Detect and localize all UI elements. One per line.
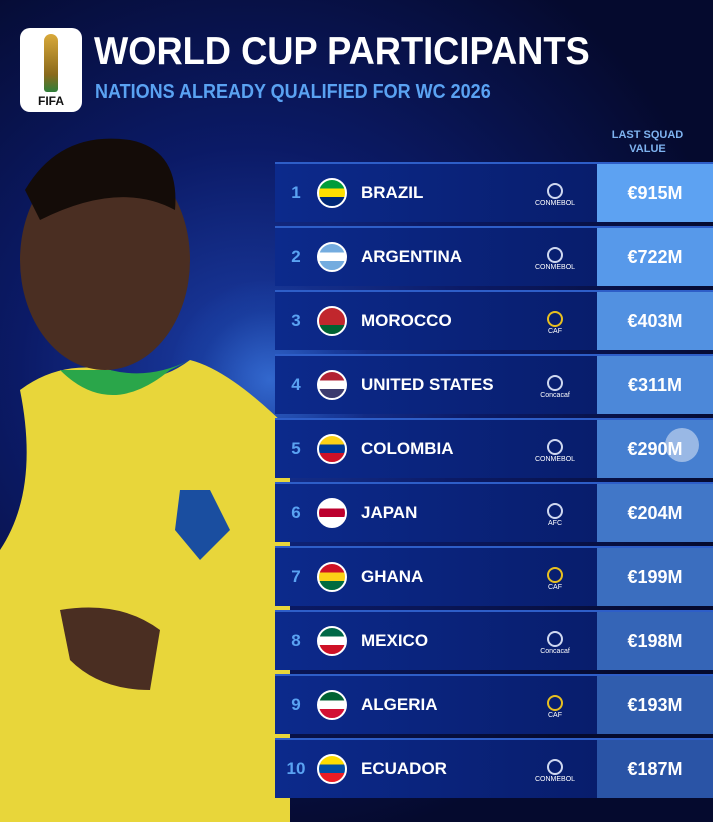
flag-icon	[317, 626, 347, 656]
country-cell: 7 GHANA CAF	[275, 548, 597, 606]
squad-value: €403M	[597, 292, 713, 350]
flag-icon	[317, 178, 347, 208]
squad-value: €193M	[597, 676, 713, 734]
country-cell: 4 UNITED STATES Concacaf	[275, 356, 597, 414]
confederation-name: CONMEBOL	[534, 263, 576, 271]
country-name: ARGENTINA	[361, 247, 463, 266]
confederation-logo-icon: Concacaf	[533, 370, 577, 402]
country-name: MEXICO	[361, 631, 429, 650]
squad-value: €722M	[597, 228, 713, 286]
flag-icon	[317, 242, 347, 272]
rank: 9	[291, 695, 301, 714]
country-name: COLOMBIA	[361, 439, 454, 458]
confederation-name: CAF	[548, 327, 562, 335]
trophy-icon	[44, 34, 58, 92]
rank: 7	[291, 567, 301, 586]
country-cell: 3 MOROCCO CAF	[275, 292, 597, 350]
confederation-logo-icon: CAF	[533, 690, 577, 722]
rank: 1	[291, 183, 301, 202]
confederation-logo-icon: CONMEBOL	[533, 434, 577, 466]
table-row: 6 JAPAN AFC €204M	[275, 482, 713, 542]
table-row: 1 BRAZIL CONMEBOL €915M	[275, 162, 713, 222]
rank: 2	[291, 247, 301, 266]
table-row: 2 ARGENTINA CONMEBOL €722M	[275, 226, 713, 286]
confederation-name: CONMEBOL	[534, 775, 576, 783]
logo-text: FIFA	[38, 94, 64, 108]
confederation-name: CONMEBOL	[534, 199, 576, 207]
rank: 4	[291, 375, 301, 394]
overlay-button[interactable]	[665, 428, 699, 462]
column-header-squad-value: LAST SQUAD VALUE	[611, 129, 684, 155]
country-name: BRAZIL	[361, 183, 424, 202]
confederation-logo-icon: CONMEBOL	[533, 242, 577, 274]
flag-icon	[317, 306, 347, 336]
confederation-name: Concacaf	[540, 647, 570, 655]
flag-icon	[317, 434, 347, 464]
squad-value: €187M	[597, 740, 713, 798]
confederation-logo-icon: CONMEBOL	[533, 178, 577, 210]
confederation-name: Concacaf	[540, 391, 570, 399]
squad-value: €199M	[597, 548, 713, 606]
country-cell: 8 MEXICO Concacaf	[275, 612, 597, 670]
page-subtitle: NATIONS ALREADY QUALIFIED FOR WC 2026	[95, 81, 491, 103]
flag-icon	[317, 370, 347, 400]
flag-icon	[317, 562, 347, 592]
confederation-logo-icon: CAF	[533, 562, 577, 594]
country-name: ECUADOR	[361, 759, 447, 778]
country-cell: 6 JAPAN AFC	[275, 484, 597, 542]
table-row: 10 ECUADOR CONMEBOL €187M	[275, 738, 713, 798]
country-name: ALGERIA	[361, 695, 438, 714]
table-row: 5 COLOMBIA CONMEBOL €290M	[275, 418, 713, 478]
table-row: 8 MEXICO Concacaf €198M	[275, 610, 713, 670]
country-name: JAPAN	[361, 503, 418, 522]
country-cell: 1 BRAZIL CONMEBOL	[275, 164, 597, 222]
flag-icon	[317, 754, 347, 784]
squad-value: €204M	[597, 484, 713, 542]
page-title: WORLD CUP PARTICIPANTS	[94, 30, 590, 73]
ranking-table: 1 BRAZIL CONMEBOL €915M 2 ARGENTINA CONM…	[275, 162, 713, 802]
confederation-logo-icon: AFC	[533, 498, 577, 530]
squad-value: €311M	[597, 356, 713, 414]
country-name: GHANA	[361, 567, 424, 586]
player-photo	[0, 138, 290, 822]
squad-value: €198M	[597, 612, 713, 670]
country-cell: 10 ECUADOR CONMEBOL	[275, 740, 597, 798]
rank: 8	[291, 631, 301, 650]
confederation-name: CAF	[548, 583, 562, 591]
squad-value: €915M	[597, 164, 713, 222]
rank: 10	[286, 759, 306, 778]
confederation-name: CAF	[548, 711, 562, 719]
table-row: 9 ALGERIA CAF €193M	[275, 674, 713, 734]
confederation-logo-icon: CONMEBOL	[533, 754, 577, 786]
flag-icon	[317, 498, 347, 528]
rank: 6	[291, 503, 301, 522]
country-cell: 5 COLOMBIA CONMEBOL	[275, 420, 597, 478]
confederation-name: AFC	[548, 519, 562, 527]
table-row: 7 GHANA CAF €199M	[275, 546, 713, 606]
fifa-2026-logo: FIFA	[20, 28, 82, 112]
country-cell: 9 ALGERIA CAF	[275, 676, 597, 734]
table-row: 4 UNITED STATES Concacaf €311M	[275, 354, 713, 414]
country-name: MOROCCO	[361, 311, 452, 330]
confederation-logo-icon: CAF	[533, 306, 577, 338]
confederation-logo-icon: Concacaf	[533, 626, 577, 658]
squad-value: €290M	[597, 420, 713, 478]
confederation-name: CONMEBOL	[534, 455, 576, 463]
table-row: 3 MOROCCO CAF €403M	[275, 290, 713, 350]
country-name: UNITED STATES	[361, 375, 494, 394]
rank: 5	[291, 439, 301, 458]
country-cell: 2 ARGENTINA CONMEBOL	[275, 228, 597, 286]
rank: 3	[291, 311, 301, 330]
flag-icon	[317, 690, 347, 720]
